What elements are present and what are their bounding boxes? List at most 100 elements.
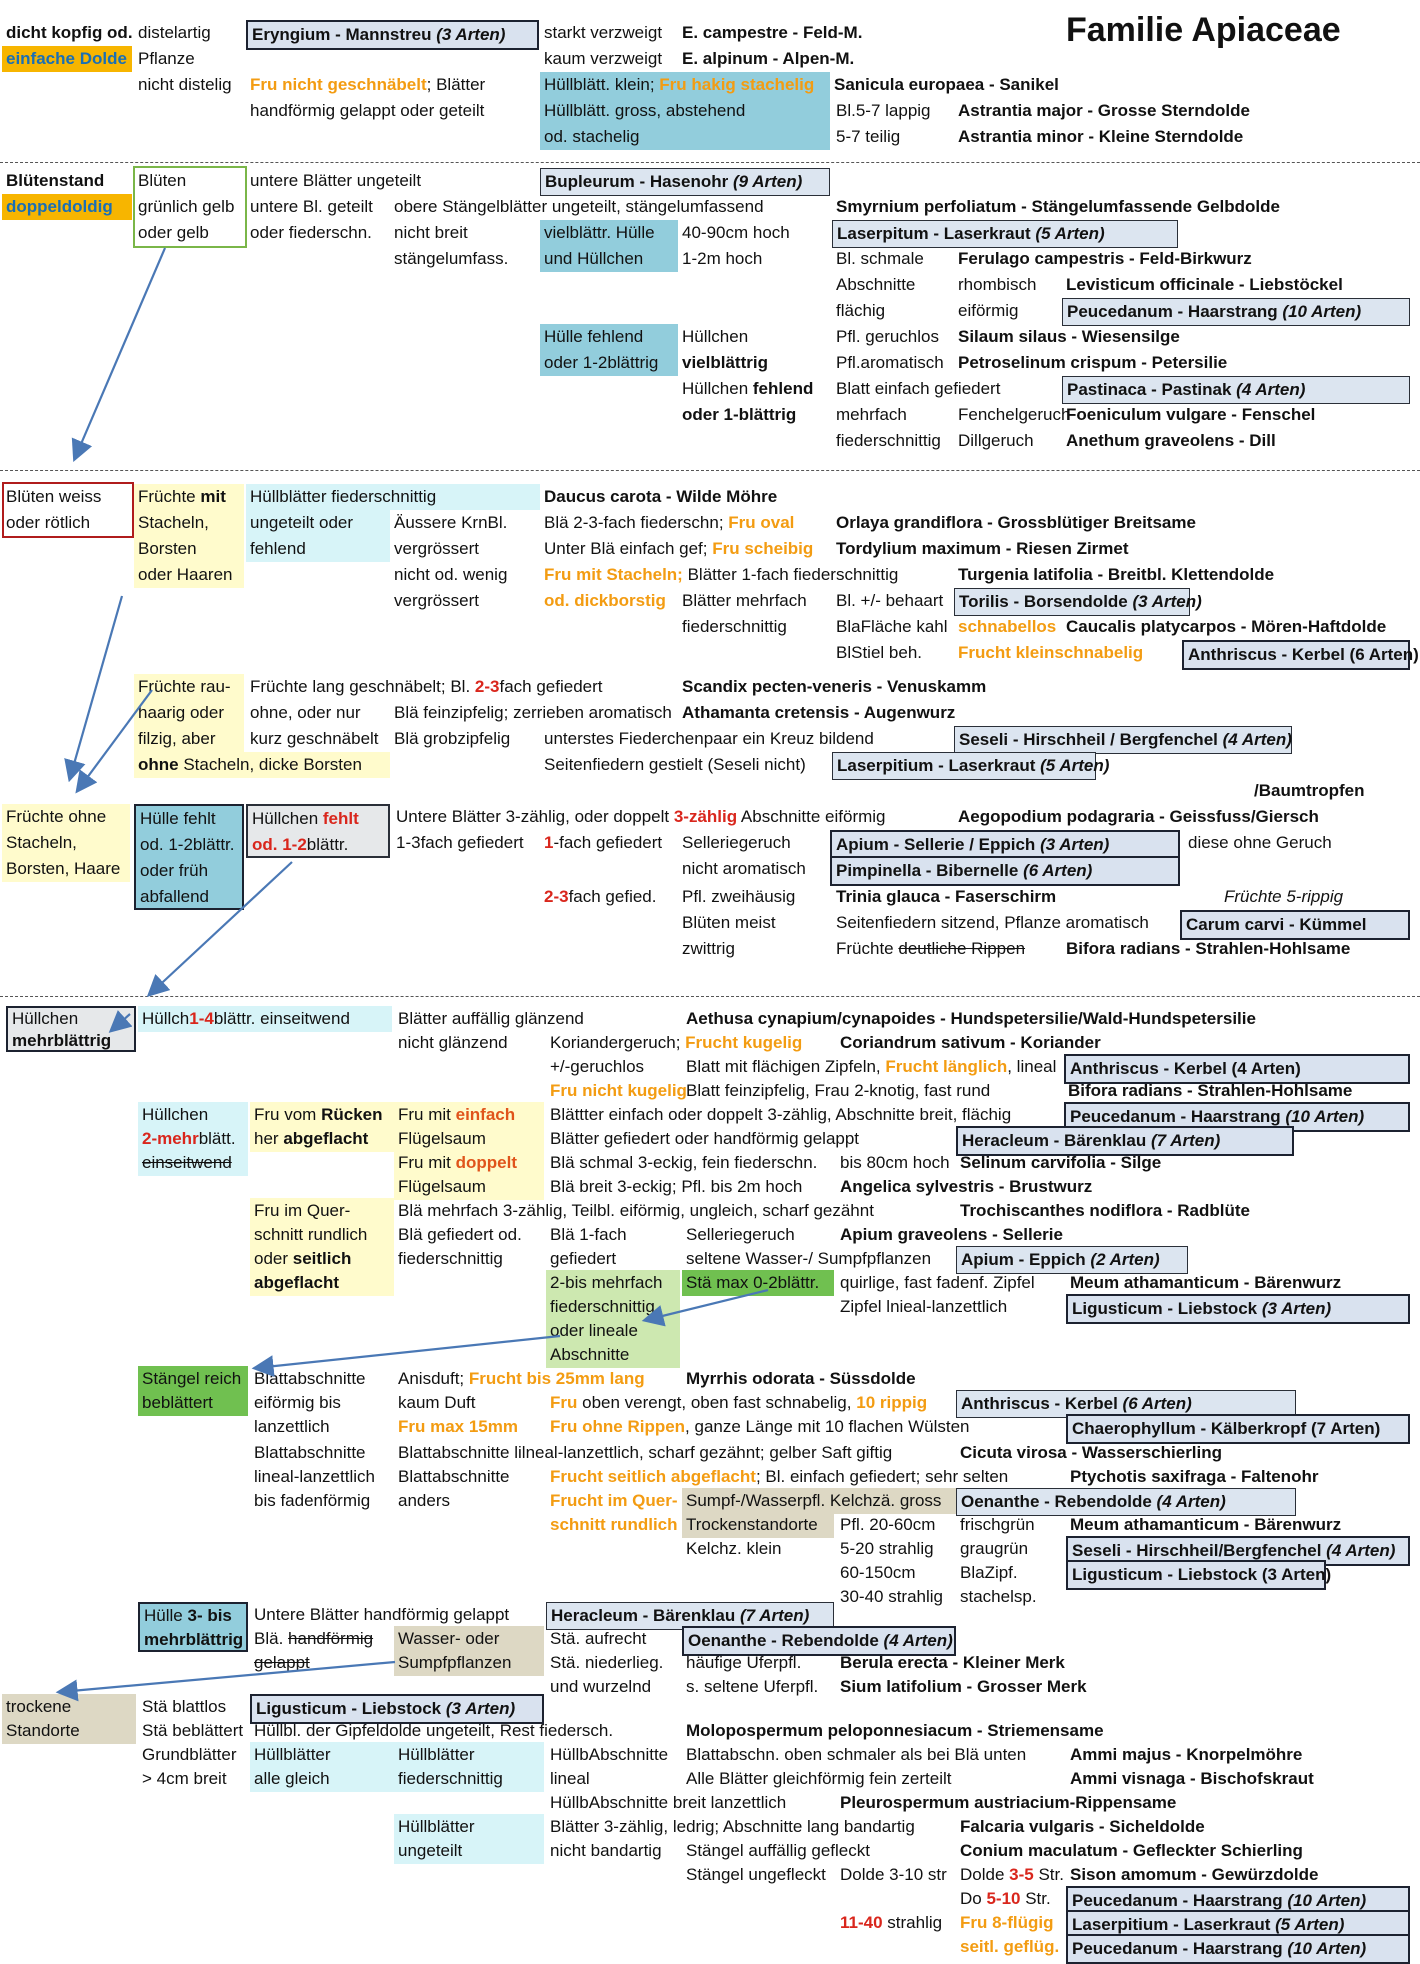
cell-text: nicht glänzend bbox=[398, 1033, 508, 1052]
taxon-box: Pimpinella - Bibernelle (6 Arten) bbox=[830, 856, 1180, 886]
cell-text: 5-20 strahlig bbox=[840, 1539, 934, 1558]
cell-text: vielblättrig bbox=[682, 353, 768, 372]
taxon-box: Laserpitum - Laserkraut (5 Arten) bbox=[832, 220, 1178, 248]
cell-text: Anethum graveolens - Dill bbox=[1066, 431, 1276, 450]
cell-text: seltene Wasser-/ Sumpfpflanzen bbox=[686, 1249, 932, 1268]
cell-text: einfache Dolde bbox=[2, 46, 132, 72]
taxon-box: Oenanthe - Rebendolde (4 Arten) bbox=[956, 1488, 1296, 1516]
cell-text: nicht aromatisch bbox=[682, 859, 806, 878]
flow-arrow bbox=[251, 1334, 561, 1378]
cell-text: Selleriegeruch bbox=[686, 1225, 795, 1244]
cell-text: zwittrig bbox=[682, 939, 735, 958]
cell-text: oder lineale bbox=[546, 1318, 680, 1344]
flow-arrow bbox=[64, 595, 124, 783]
cell-text: Orlaya grandiflora - Grossblütiger Breit… bbox=[836, 513, 1196, 532]
cell-text: Bl. +/- behaart bbox=[836, 591, 944, 610]
cell-text: Selinum carvifolia - Silge bbox=[960, 1153, 1162, 1172]
cell-text: Athamanta cretensis - Augenwurz bbox=[682, 703, 956, 722]
cell-text: Hüllchen mehrblättrig bbox=[6, 1006, 136, 1052]
flow-arrow bbox=[55, 1660, 396, 1702]
cell-text: 30-40 strahlig bbox=[840, 1587, 944, 1606]
cell-text: nicht od. wenig bbox=[394, 565, 508, 584]
cell-text: ohne Stacheln, dicke Borsten bbox=[134, 752, 390, 778]
cell-text: Stä beblättert bbox=[142, 1721, 244, 1740]
cell-text: beblättert bbox=[138, 1390, 248, 1416]
cell-text: Fru max 15mm bbox=[398, 1417, 518, 1436]
cell-text: oder Haaren bbox=[134, 562, 244, 588]
cell-text: Frucht kleinschnabelig bbox=[958, 643, 1144, 662]
cell-text: HüllbAbschnitte breit lanzettlich bbox=[550, 1793, 787, 1812]
cell-text: Pfl. zweihäusig bbox=[682, 887, 796, 906]
cell-text: Hüllblätter bbox=[394, 1814, 544, 1840]
taxon-box: Laserpitium - Laserkraut (5 Arten) bbox=[832, 752, 1109, 780]
cell-text: Früchte deutliche Rippen bbox=[836, 939, 1026, 958]
cell-text: Meum athamanticum - Bärenwurz bbox=[1070, 1273, 1342, 1292]
cell-text: kaum Duft bbox=[398, 1393, 476, 1412]
cell-text: Dillgeruch bbox=[958, 431, 1034, 450]
cell-text: oder rötlich bbox=[6, 513, 91, 532]
cell-text: und Hüllchen bbox=[540, 246, 678, 272]
cell-text: Blä grobzipfelig bbox=[394, 729, 511, 748]
cell-text: filzig, aber bbox=[134, 726, 244, 752]
cell-text: Blattabschnitte bbox=[254, 1443, 366, 1462]
cell-text: Frucht seitlich abgeflacht; Bl. einfach … bbox=[550, 1467, 1009, 1486]
cell-text: E. campestre - Feld-M. bbox=[682, 23, 863, 42]
red-frame bbox=[2, 482, 134, 538]
cell-text: Blätter gefiedert oder handförmig gelapp… bbox=[550, 1129, 860, 1148]
cell-text: 5-7 teilig bbox=[836, 127, 901, 146]
cell-text: Blatt einfach gefiedert bbox=[836, 379, 1001, 398]
cell-text: grünlich gelb bbox=[138, 197, 235, 216]
cell-text: Silaum silaus - Wiesensilge bbox=[958, 327, 1180, 346]
cell-text: Myrrhis odorata - Süssdolde bbox=[686, 1369, 916, 1388]
cell-text: BlStiel beh. bbox=[836, 643, 922, 662]
cell-text: Seitenfiedern gestielt (Seseli nicht) bbox=[544, 755, 806, 774]
cell-text: oder fiederschn. bbox=[250, 223, 372, 242]
cell-text: handförmig gelappt oder geteilt bbox=[250, 101, 485, 120]
cell-text: Smyrnium perfoliatum - Stängelumfassende… bbox=[836, 197, 1280, 216]
cell-text: Früchte mit bbox=[134, 484, 244, 510]
cell-text: Levisticum officinale - Liebstöckel bbox=[1066, 275, 1343, 294]
cell-text: untere Bl. geteilt bbox=[250, 197, 373, 216]
cell-text: Turgenia latifolia - Breitbl. Klettendol… bbox=[958, 565, 1275, 584]
page-title: Familie Apiaceae bbox=[1066, 11, 1341, 49]
cell-text: Sison amomum - Gewürzdolde bbox=[1070, 1865, 1319, 1884]
cell-text: 1-3fach gefiedert bbox=[396, 833, 524, 852]
cell-text: Früchte ohne bbox=[2, 804, 130, 830]
cell-text: Trinia glauca - Faserschirm bbox=[836, 887, 1057, 906]
cell-text: +/-geruchlos bbox=[550, 1057, 645, 1076]
taxon-box: Peucedanum - Haarstrang (10 Arten) bbox=[1062, 298, 1410, 326]
cell-text: fiederschnittig bbox=[546, 1294, 680, 1320]
cell-text: Blä. handförmig bbox=[254, 1629, 374, 1648]
cell-text: ohne, oder nur bbox=[250, 703, 361, 722]
cell-text: Fru mit doppelt bbox=[394, 1150, 544, 1176]
cell-text: Ptychotis saxifraga - Faltenohr bbox=[1070, 1467, 1319, 1486]
cell-text: od. stachelig bbox=[540, 124, 830, 150]
cell-text: fehlend bbox=[246, 536, 390, 562]
cell-text: 2-3fach gefied. bbox=[544, 887, 657, 906]
cell-text: Hüllblätter bbox=[250, 1742, 394, 1768]
cell-text: Pflanze bbox=[138, 49, 195, 68]
cell-text: Stacheln, bbox=[134, 510, 244, 536]
cell-text: Zipfel lnieal-lanzettlich bbox=[840, 1297, 1008, 1316]
cell-text: stängelumfass. bbox=[394, 249, 509, 268]
cell-text: Bl.5-7 lappig bbox=[836, 101, 931, 120]
cell-text: Früchte 5-rippig bbox=[1224, 887, 1344, 906]
taxon-box: Heracleum - Bärenklau (7 Arten) bbox=[546, 1602, 834, 1630]
cell-text: lanzettlich bbox=[254, 1417, 330, 1436]
taxon-box: Bupleurum - Hasenohr (9 Arten) bbox=[540, 168, 830, 196]
cell-text: Stä. niederlieg. bbox=[550, 1653, 664, 1672]
taxon-box: Ligusticum - Liebstock (3 Arten) bbox=[250, 1694, 544, 1724]
cell-text: Ammi visnaga - Bischofskraut bbox=[1070, 1769, 1314, 1788]
cell-text: diese ohne Geruch bbox=[1188, 833, 1332, 852]
cell-text: obere Stängelblätter ungeteilt, stängelu… bbox=[394, 197, 764, 216]
cell-text: Coriandrum sativum - Koriander bbox=[840, 1033, 1101, 1052]
taxon-box: Apium - Eppich (2 Arten) bbox=[956, 1246, 1188, 1274]
cell-text: Blä gefiedert od. bbox=[398, 1225, 522, 1244]
cell-text: Dolde 3-10 str bbox=[840, 1865, 947, 1884]
taxon-box: Seseli - Hirschheil / Bergfenchel (4 Art… bbox=[954, 726, 1292, 754]
cell-text: Hüllch1-4blättr. einseitwend bbox=[138, 1006, 392, 1032]
taxon-box: Heracleum - Bärenklau (7 Arten) bbox=[956, 1126, 1294, 1156]
cell-text: Stängel auffällig gefleckt bbox=[686, 1841, 870, 1860]
cell-text: oder gelb bbox=[138, 223, 209, 242]
cell-text: alle gleich bbox=[250, 1766, 394, 1792]
